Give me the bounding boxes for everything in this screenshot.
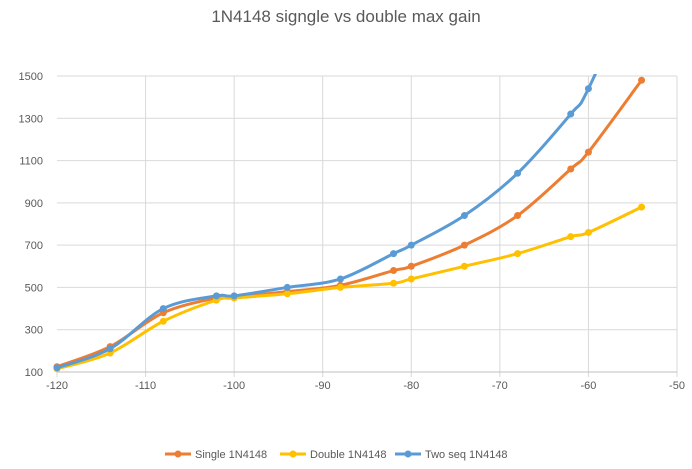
data-point [514, 250, 522, 258]
chart-title: 1N4148 signgle vs double max gain [211, 7, 480, 26]
data-point [638, 76, 646, 84]
y-tick-label: 1100 [19, 156, 43, 168]
x-tick-label: -70 [492, 380, 508, 392]
data-point [460, 212, 468, 220]
data-point [584, 148, 592, 156]
y-tick-label: 100 [25, 367, 43, 379]
data-point [336, 275, 344, 283]
y-tick-label: 1300 [19, 113, 43, 125]
data-point [584, 85, 592, 93]
y-tick-label: 300 [25, 325, 43, 337]
y-tick-label: 900 [25, 198, 43, 210]
series-line [56, 79, 643, 369]
x-tick-label: -80 [403, 380, 419, 392]
data-point [390, 267, 398, 275]
data-point [106, 345, 114, 353]
y-tick-label: 700 [25, 240, 43, 252]
legend-marker [404, 450, 412, 458]
x-tick-label: -50 [669, 380, 685, 392]
legend-label: Two seq 1N4148 [425, 449, 508, 461]
data-point [390, 250, 398, 258]
data-point [212, 292, 220, 300]
data-point [159, 317, 167, 325]
y-tick-label: 1500 [19, 71, 43, 83]
data-point [390, 279, 398, 287]
data-point [584, 228, 592, 236]
legend-marker [174, 450, 182, 458]
data-point [407, 275, 415, 283]
data-point [283, 290, 291, 298]
data-point [230, 292, 238, 300]
series-line [56, 205, 643, 371]
x-tick-label: -120 [46, 380, 68, 392]
data-point [53, 364, 61, 372]
x-tick-label: -100 [223, 380, 245, 392]
data-point [407, 262, 415, 270]
x-tick-label: -90 [315, 380, 331, 392]
data-point [460, 262, 468, 270]
legend-label: Single 1N4148 [195, 449, 267, 461]
data-point [514, 169, 522, 177]
data-point [567, 110, 575, 118]
data-point [514, 212, 522, 220]
legend-marker [289, 450, 297, 458]
data-point [567, 233, 575, 241]
data-point [567, 165, 575, 173]
x-tick-label: -60 [580, 380, 596, 392]
data-point [460, 241, 468, 249]
x-tick-label: -110 [135, 380, 156, 392]
data-point [336, 283, 344, 291]
data-point [638, 203, 646, 211]
legend-label: Double 1N4148 [310, 449, 386, 461]
data-point [159, 305, 167, 313]
data-point [407, 241, 415, 249]
data-point [283, 283, 291, 291]
y-tick-label: 500 [25, 282, 43, 294]
